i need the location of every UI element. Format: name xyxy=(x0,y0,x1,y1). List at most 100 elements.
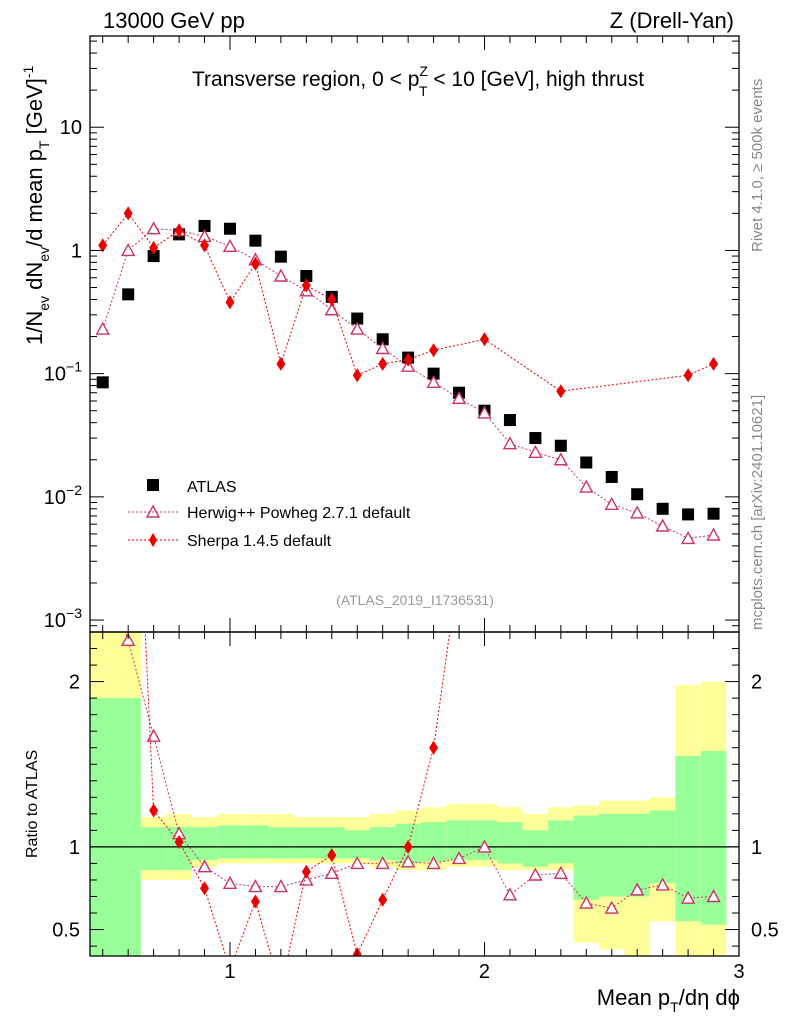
data-point xyxy=(630,505,645,519)
data-point xyxy=(174,834,184,849)
analysis-id: (ATLAS_2019_I1736531) xyxy=(336,592,494,608)
data-point xyxy=(248,879,263,893)
data-point xyxy=(122,288,135,301)
data-point xyxy=(528,867,543,881)
legend-atlas-label: ATLAS xyxy=(187,479,237,496)
band-inner xyxy=(344,830,370,859)
data-point xyxy=(378,892,388,907)
ylabel-sup: -1 xyxy=(20,65,36,78)
band-inner xyxy=(268,827,294,859)
data-point xyxy=(709,356,719,371)
y-tick-label: 10−3 xyxy=(44,605,82,632)
data-point xyxy=(197,859,212,873)
ratio-y-tick-label: 2 xyxy=(69,672,80,694)
data-point xyxy=(529,432,542,445)
title-part-a: Transverse region, 0 < p xyxy=(192,68,419,91)
y-tick-label: 1 xyxy=(71,240,82,262)
data-point xyxy=(375,855,390,870)
data-point xyxy=(147,250,160,263)
data-point xyxy=(427,367,440,380)
band-inner xyxy=(420,822,447,862)
data-point xyxy=(375,341,390,355)
data-point xyxy=(656,502,669,515)
xlabel-sub: T xyxy=(670,999,679,1015)
data-point xyxy=(553,452,569,466)
band-inner xyxy=(90,698,116,956)
data-point xyxy=(631,488,644,501)
data-point xyxy=(146,221,161,235)
data-point xyxy=(605,470,618,483)
data-point xyxy=(97,560,109,571)
data-point xyxy=(327,292,337,307)
data-point xyxy=(604,900,619,914)
data-point xyxy=(200,238,210,253)
xlabel-b: /dη dϕ xyxy=(679,985,740,1010)
data-point xyxy=(502,436,518,450)
data-point xyxy=(403,352,413,367)
legend-herwig-label: Herwig++ Powheg 2.7.1 default xyxy=(187,505,411,522)
data-point xyxy=(301,278,311,293)
data-point xyxy=(249,234,262,247)
data-point xyxy=(276,356,286,371)
data-point xyxy=(200,881,210,896)
band-inner xyxy=(242,825,269,859)
data-point xyxy=(655,877,670,891)
series-line xyxy=(144,632,451,956)
y-tick-label: 10 xyxy=(60,117,82,139)
data-point xyxy=(451,390,467,405)
title-part-b: < 10 [GeV], high thrust xyxy=(428,68,645,91)
data-point xyxy=(222,238,238,253)
data-point xyxy=(274,250,287,263)
ylabel-sub1: ev xyxy=(36,296,52,311)
data-point xyxy=(96,376,109,389)
ratio-frame xyxy=(89,631,740,957)
data-point xyxy=(426,374,441,389)
data-point xyxy=(120,242,136,257)
data-point xyxy=(429,740,439,755)
data-point xyxy=(480,377,489,391)
data-point xyxy=(477,405,492,419)
data-point xyxy=(273,268,289,282)
band-inner xyxy=(217,825,243,859)
data-point xyxy=(528,444,543,458)
header-right: Z (Drell-Yan) xyxy=(610,8,734,33)
data-point xyxy=(299,872,314,886)
data-point xyxy=(706,889,721,903)
data-point xyxy=(250,256,260,271)
data-point xyxy=(98,238,108,253)
data-point xyxy=(350,855,365,870)
ratio-y-tick-label-right: 0.5 xyxy=(751,920,779,942)
ratio-y-tick-label: 0.5 xyxy=(52,920,80,942)
main-data-layer xyxy=(95,206,721,545)
band-inner xyxy=(369,827,396,861)
data-point xyxy=(124,261,133,275)
ratio-uncertainty-bands xyxy=(90,632,727,956)
band-inner xyxy=(140,827,167,871)
data-point xyxy=(502,887,518,901)
data-point xyxy=(351,312,364,325)
band-inner xyxy=(115,698,141,956)
data-point xyxy=(680,530,696,545)
data-point xyxy=(149,240,159,255)
main-y-axis-label: 1/Nev dNev/d mean pT [GeV]-1 xyxy=(20,65,52,345)
data-point xyxy=(123,206,133,221)
data-point xyxy=(378,356,388,371)
data-point xyxy=(300,270,313,283)
ratio-y-axis-label: Ratio to ATLAS xyxy=(24,750,41,858)
data-point xyxy=(429,343,439,358)
data-point xyxy=(683,368,693,383)
ylabel-sub3: T xyxy=(36,140,52,149)
data-point xyxy=(604,496,619,511)
data-point xyxy=(350,321,365,335)
legend-atlas-marker xyxy=(147,479,159,491)
xlabel-a: Mean p xyxy=(597,985,670,1010)
data-point xyxy=(198,219,211,232)
data-point xyxy=(250,894,260,909)
band-inner xyxy=(548,820,574,864)
data-point xyxy=(682,508,695,521)
data-point xyxy=(655,518,670,532)
data-point xyxy=(95,321,110,335)
mcplots-label: mcplots.cern.ch [arXiv:2401.10621] xyxy=(749,395,766,630)
x-tick-label: 2 xyxy=(479,961,490,983)
